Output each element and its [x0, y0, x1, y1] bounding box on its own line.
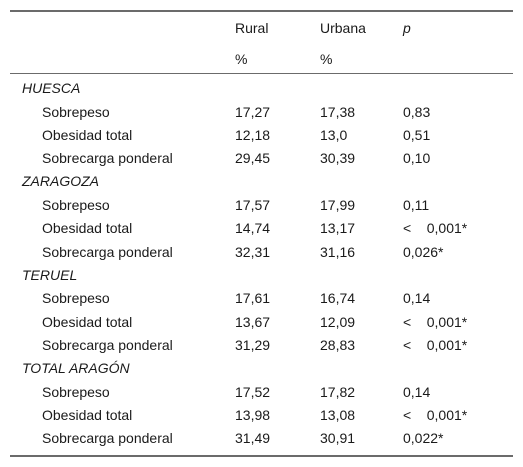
column-header: Rural	[235, 20, 269, 36]
cell: 32,31	[235, 243, 271, 260]
row-label: Obesidad total	[42, 220, 133, 237]
column-unit: %	[320, 51, 333, 67]
cell: 0,022*	[403, 430, 444, 447]
cell: 14,74	[235, 220, 271, 237]
row-label: Obesidad total	[42, 313, 133, 330]
cell: 17,82	[320, 383, 356, 400]
row-label: Sobrepeso	[42, 383, 110, 400]
cell: 31,49	[235, 430, 271, 447]
cell: 13,08	[320, 407, 356, 423]
cell: 17,61	[235, 290, 271, 307]
cell: 13,98	[235, 407, 271, 423]
cell: 0,11	[403, 196, 430, 213]
bottom-rule	[10, 455, 513, 457]
cell: 0,14	[403, 290, 431, 307]
cell: 17,99	[320, 196, 356, 213]
row-label: Sobrepeso	[42, 196, 110, 213]
row-label: Sobrecarga ponderal	[42, 430, 173, 447]
cell: < 0,001*	[403, 407, 468, 423]
cell: 29,45	[235, 150, 271, 167]
cell: 17,27	[235, 103, 271, 120]
section-title: TOTAL ARAGÓN	[22, 360, 130, 377]
column-unit: %	[235, 51, 248, 67]
cell: 17,57	[235, 196, 271, 213]
cell: 0,14	[403, 383, 431, 400]
cell: 17,38	[320, 103, 356, 120]
cell: 13,0	[320, 126, 348, 143]
cell: < 0,001*	[403, 336, 468, 353]
section-title: ZARAGOZA	[22, 173, 100, 190]
cell: < 0,001*	[403, 220, 468, 237]
cell: 31,29	[235, 336, 271, 353]
cell: 13,67	[235, 313, 271, 330]
cell: 13,17	[320, 220, 356, 237]
cell: 30,91	[320, 430, 356, 447]
column-header: p	[403, 20, 411, 36]
row-label: Sobrecarga ponderal	[42, 150, 173, 167]
cell: 30,39	[320, 150, 356, 167]
row-label: Obesidad total	[42, 126, 133, 143]
row-label: Sobrepeso	[42, 103, 110, 120]
row-label: Sobrecarga ponderal	[42, 336, 173, 353]
row-label: Sobrecarga ponderal	[42, 243, 173, 260]
column-header: Urbana	[320, 20, 366, 36]
cell: 16,74	[320, 290, 356, 307]
cell: 12,09	[320, 313, 356, 330]
row-label: Sobrepeso	[42, 290, 110, 307]
cell: 28,83	[320, 336, 356, 353]
cell: 0,026*	[403, 243, 444, 260]
cell: 0,10	[403, 150, 431, 167]
section-title: TERUEL	[22, 266, 78, 283]
row-label: Obesidad total	[42, 407, 133, 423]
cell: 0,83	[403, 103, 431, 120]
header-rule	[10, 73, 513, 74]
cell: 17,52	[235, 383, 271, 400]
cell: 0,51	[403, 126, 431, 143]
cell: 12,18	[235, 126, 271, 143]
cell: < 0,001*	[403, 313, 468, 330]
cell: 31,16	[320, 243, 356, 260]
top-rule	[10, 10, 513, 12]
section-title: HUESCA	[22, 80, 81, 96]
